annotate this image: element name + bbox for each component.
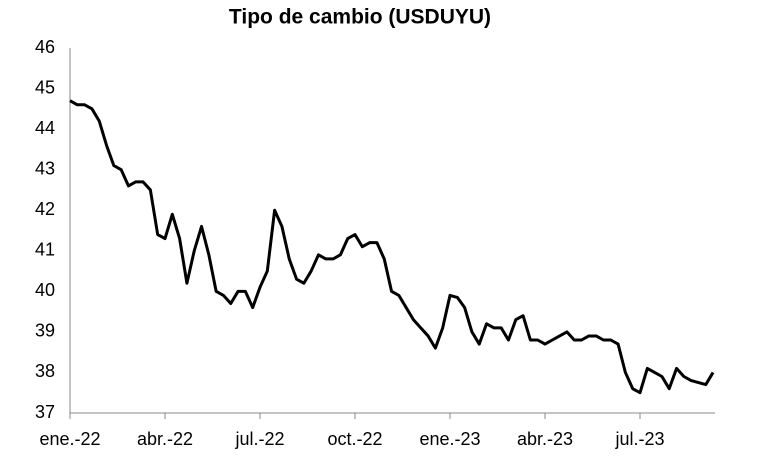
y-tick-label: 42: [35, 199, 55, 219]
x-tick-label: jul.-23: [614, 429, 664, 449]
x-tick-label: oct.-22: [327, 429, 382, 449]
y-tick-label: 38: [35, 361, 55, 381]
line: [69, 99, 715, 395]
y-tick-label: 37: [35, 402, 55, 422]
y-tick-label: 45: [35, 77, 55, 97]
y-tick-label: 44: [35, 118, 55, 138]
chart-title: Tipo de cambio (USDUYU): [229, 6, 491, 29]
x-tick-label: ene.-23: [419, 429, 480, 449]
x-tick-label: jul.-22: [234, 429, 284, 449]
x-tick-label: ene.-22: [39, 429, 100, 449]
y-tick-label: 40: [35, 280, 55, 300]
y-tick-label: 39: [35, 321, 55, 341]
y-tick-label: 46: [35, 37, 55, 57]
y-tick-label: 41: [35, 240, 55, 260]
x-tick-label: abr.-22: [137, 429, 193, 449]
x-tick-label: abr.-23: [517, 429, 573, 449]
y-tick-label: 43: [35, 158, 55, 178]
